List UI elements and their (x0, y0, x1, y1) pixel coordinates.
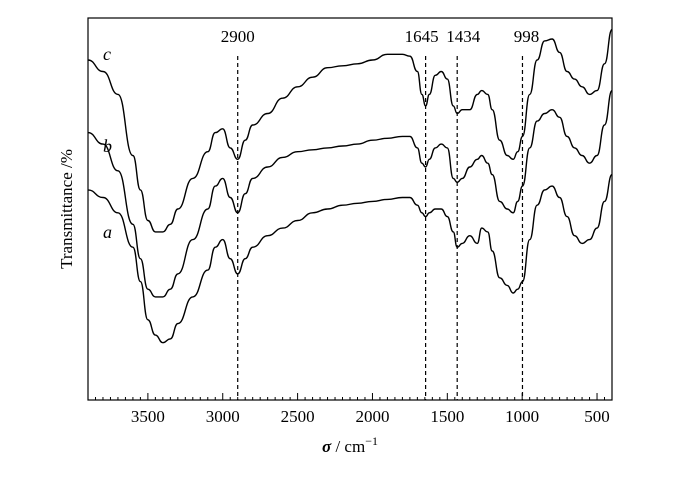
peak-label: 998 (514, 27, 540, 46)
spectrum-a (87, 173, 613, 344)
x-axis-unit: / cm (331, 437, 365, 456)
curve-label-c: c (103, 44, 111, 64)
x-tick-label: 3500 (131, 407, 165, 426)
x-tick-label: 1500 (430, 407, 464, 426)
curve-label-b: b (103, 136, 112, 156)
x-tick-label: 3000 (206, 407, 240, 426)
spectrum-c (87, 28, 613, 233)
peak-label: 1434 (446, 27, 481, 46)
x-tick-label: 500 (584, 407, 610, 426)
peak-label: 2900 (221, 27, 255, 46)
x-tick-label: 1000 (505, 407, 539, 426)
x-axis-symbol: σ (322, 437, 332, 456)
peak-label: 1645 (405, 27, 439, 46)
x-tick-label: 2500 (281, 407, 315, 426)
curve-label-a: a (103, 222, 112, 242)
x-axis-label: σ / cm−1 (322, 434, 378, 456)
x-axis: 3500 3000 2500 2000 1500 1000 500 (87, 393, 613, 426)
y-axis-label: Transmittance /% (57, 149, 76, 269)
x-axis-unit-exponent: −1 (365, 434, 378, 448)
spectrum-b (87, 89, 613, 298)
peak-markers: 2900 1645 1434 998 (221, 27, 540, 400)
x-tick-label: 2000 (355, 407, 389, 426)
spectra: c b a (87, 28, 613, 344)
